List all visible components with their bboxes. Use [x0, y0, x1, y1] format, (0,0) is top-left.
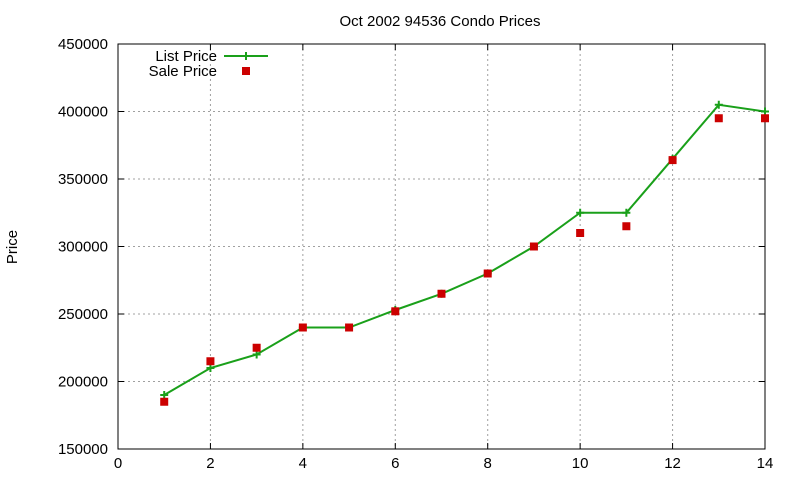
- legend-label-list-price: List Price: [155, 48, 217, 65]
- x-tick-label: 6: [391, 455, 399, 472]
- chart-title: Oct 2002 94536 Condo Prices: [340, 13, 541, 30]
- list-price-point: [160, 391, 169, 399]
- sale-price-point: [252, 343, 261, 352]
- sale-price-point: [391, 307, 400, 316]
- list-price-point: [252, 350, 261, 359]
- legend-marker-sale-price: [242, 67, 250, 75]
- y-tick-label: 400000: [58, 104, 108, 121]
- legend-marker-list-price: [242, 52, 250, 60]
- y-axis-label: Price: [4, 230, 21, 264]
- y-tick-label: 300000: [58, 239, 108, 256]
- sale-price-point: [714, 114, 723, 123]
- x-tick-label: 2: [206, 455, 214, 472]
- legend-label-sale-price: Sale Price: [149, 63, 217, 80]
- y-tick-label: 350000: [58, 171, 108, 188]
- list-price-point: [206, 364, 215, 372]
- sale-price-point: [437, 289, 446, 298]
- series-layer: [160, 100, 769, 406]
- axis-ticks: 0 2 4 6 8 10 12 14 150000 200000 250000 300000 35000…: [58, 36, 773, 472]
- sale-price-point: [483, 269, 492, 278]
- y-tick-label: 150000: [58, 441, 108, 458]
- plot-frame: [117, 43, 766, 450]
- legend: List Price Sale Price: [149, 48, 268, 80]
- grid-lines: [118, 44, 765, 449]
- x-tick-label: 10: [572, 455, 589, 472]
- y-tick-label: 200000: [58, 374, 108, 391]
- list-price-point: [576, 208, 585, 217]
- list-price-point: [622, 208, 631, 217]
- x-tick-label: 4: [299, 455, 307, 472]
- sale-price-point: [160, 397, 169, 406]
- x-tick-label: 0: [114, 455, 122, 472]
- sale-price-point: [668, 156, 677, 165]
- sale-price-point: [761, 114, 769, 123]
- x-tick-label: 8: [484, 455, 492, 472]
- list-price-point: [714, 100, 723, 109]
- y-tick-label: 250000: [58, 306, 108, 323]
- sale-price-point: [345, 323, 354, 332]
- sale-price-point: [206, 357, 215, 366]
- y-tick-label: 450000: [58, 36, 108, 53]
- x-tick-label: 12: [664, 455, 681, 472]
- x-tick-label: 14: [757, 455, 774, 472]
- sale-price-point: [576, 229, 585, 237]
- list-price-line: [163, 103, 766, 396]
- sale-price-point: [622, 222, 631, 231]
- sale-price-point: [298, 323, 307, 332]
- sale-price-point: [529, 242, 538, 251]
- list-price-point: [761, 107, 769, 116]
